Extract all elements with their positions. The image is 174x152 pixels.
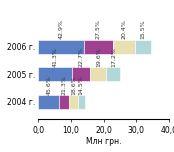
X-axis label: Млн грн.: Млн грн. — [86, 137, 121, 146]
Bar — [84, 40, 113, 54]
Text: 19.6%: 19.6% — [96, 47, 101, 67]
Bar — [90, 67, 106, 81]
Bar — [69, 95, 78, 109]
Text: 42.9%: 42.9% — [58, 19, 64, 39]
Text: 14.5%: 14.5% — [79, 75, 84, 95]
Text: 21.3%: 21.3% — [62, 75, 67, 95]
Text: 17.2%: 17.2% — [111, 47, 116, 67]
Text: 20.4%: 20.4% — [121, 19, 126, 39]
Bar — [135, 40, 151, 54]
Text: 22.7%: 22.7% — [79, 47, 84, 67]
Bar — [106, 67, 120, 81]
Bar — [78, 95, 85, 109]
Text: 18.6%: 18.6% — [71, 75, 76, 95]
Bar — [59, 95, 69, 109]
Bar — [38, 95, 59, 109]
Text: 15.5%: 15.5% — [140, 20, 145, 39]
Bar — [38, 40, 84, 54]
Bar — [72, 67, 90, 81]
Text: 27.5%: 27.5% — [96, 19, 101, 39]
Text: 45.6%: 45.6% — [46, 75, 51, 95]
Bar — [113, 40, 135, 54]
Text: 41.3%: 41.3% — [53, 47, 58, 67]
Bar — [38, 67, 72, 81]
